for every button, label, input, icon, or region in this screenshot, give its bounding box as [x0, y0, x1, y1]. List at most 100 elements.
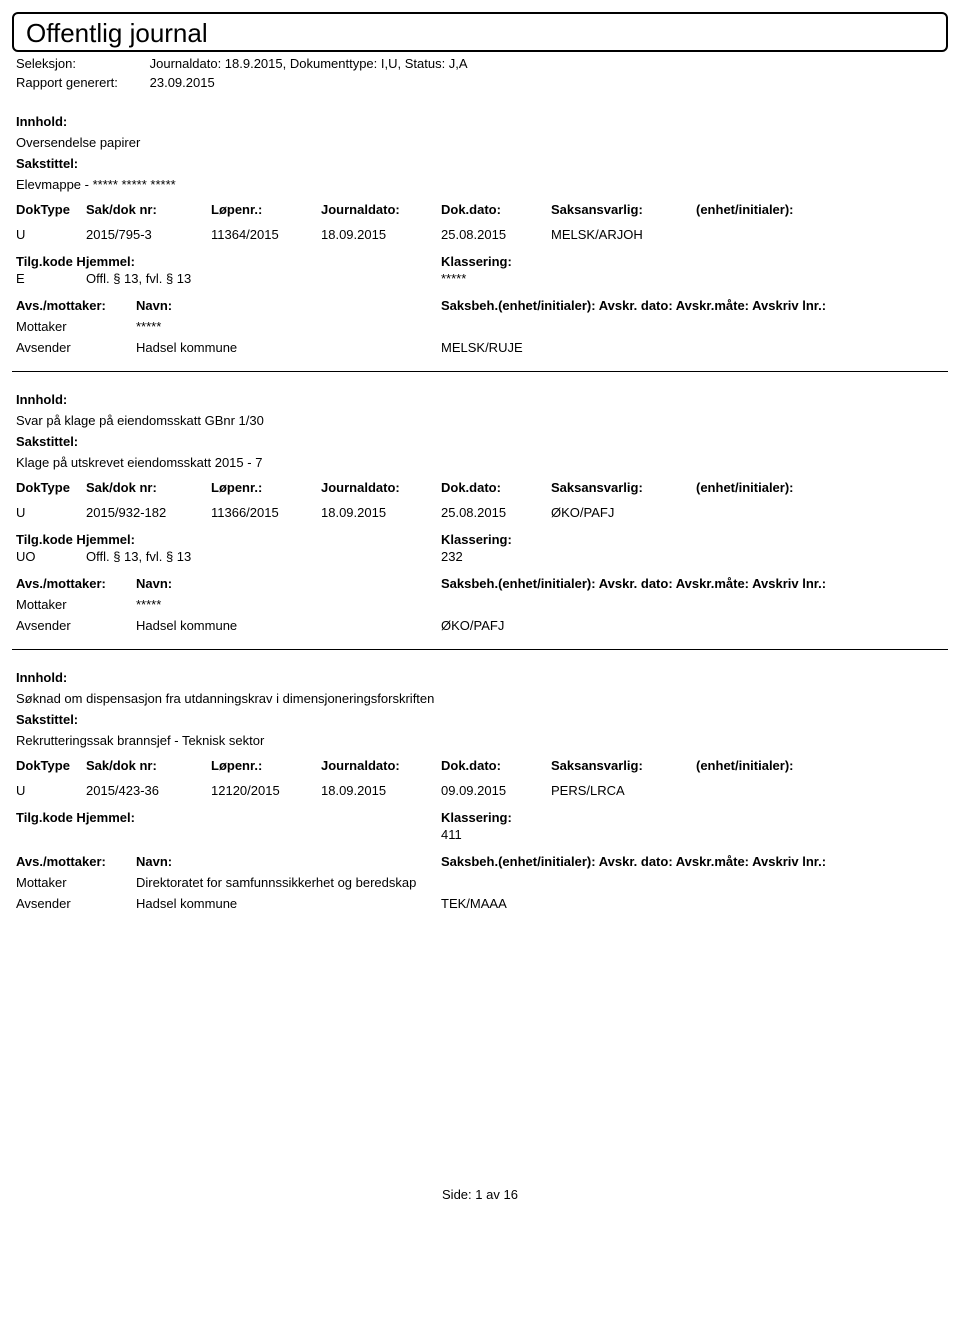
val-sakdok: 2015/795-3	[86, 227, 211, 242]
klassering-label: Klassering:	[441, 532, 512, 547]
avsender-code: MELSK/RUJE	[441, 340, 523, 355]
val-enhet	[696, 783, 826, 798]
col-dokdato: Dok.dato:	[441, 480, 551, 495]
col-saksansvarlig: Saksansvarlig:	[551, 480, 696, 495]
mottaker-row: Mottaker *****	[16, 319, 944, 334]
val-journaldato: 18.09.2015	[321, 227, 441, 242]
sakstittel-label: Sakstittel:	[16, 712, 944, 727]
saksbeh-label: Saksbeh.(enhet/initialer): Avskr. dato: …	[441, 298, 826, 313]
avsmottaker-label: Avs./mottaker:	[16, 576, 136, 591]
col-lopenr: Løpenr.:	[211, 202, 321, 217]
col-doktype: DokType	[16, 202, 86, 217]
columns-header: DokType Sak/dok nr: Løpenr.: Journaldato…	[16, 202, 944, 217]
avsmottaker-label: Avs./mottaker:	[16, 298, 136, 313]
val-dokdato: 25.08.2015	[441, 227, 551, 242]
innhold-label: Innhold:	[16, 392, 944, 407]
val-saksansvarlig: MELSK/ARJOH	[551, 227, 696, 242]
innhold-value: Oversendelse papirer	[16, 135, 944, 150]
columns-header: DokType Sak/dok nr: Løpenr.: Journaldato…	[16, 758, 944, 773]
col-enhet: (enhet/initialer):	[696, 202, 826, 217]
val-sakdok: 2015/423-36	[86, 783, 211, 798]
sakstittel-value: Rekrutteringssak brannsjef - Teknisk sek…	[16, 733, 944, 748]
page-footer: Side: 1 av 16	[12, 1187, 948, 1202]
avsmottaker-label: Avs./mottaker:	[16, 854, 136, 869]
rapport-value: 23.09.2015	[150, 75, 215, 90]
col-journaldato: Journaldato:	[321, 202, 441, 217]
avsender-label: Avsender	[16, 896, 136, 911]
col-enhet: (enhet/initialer):	[696, 480, 826, 495]
seleksjon-value: Journaldato: 18.9.2015, Dokumenttype: I,…	[150, 56, 468, 71]
val-lopenr: 11364/2015	[211, 227, 321, 242]
columns-header: DokType Sak/dok nr: Løpenr.: Journaldato…	[16, 480, 944, 495]
mottaker-label: Mottaker	[16, 319, 136, 334]
val-lopenr: 12120/2015	[211, 783, 321, 798]
journal-entry: Innhold: Søknad om dispensasjon fra utda…	[12, 650, 948, 927]
rapport-row: Rapport generert: 23.09.2015	[16, 75, 948, 90]
columns-values: U 2015/423-36 12120/2015 18.09.2015 09.0…	[16, 783, 944, 798]
sakstittel-value: Klage på utskrevet eiendomsskatt 2015 - …	[16, 455, 944, 470]
tilgkode-hjemmel-value	[16, 827, 441, 842]
avsender-label: Avsender	[16, 340, 136, 355]
avs-header-row: Avs./mottaker: Navn: Saksbeh.(enhet/init…	[16, 854, 944, 869]
title-box: Offentlig journal	[12, 12, 948, 52]
sakstittel-label: Sakstittel:	[16, 156, 944, 171]
col-lopenr: Løpenr.:	[211, 758, 321, 773]
col-dokdato: Dok.dato:	[441, 758, 551, 773]
avs-header-row: Avs./mottaker: Navn: Saksbeh.(enhet/init…	[16, 576, 944, 591]
klassering-label: Klassering:	[441, 254, 512, 269]
klass-value-row: EOffl. § 13, fvl. § 13 *****	[16, 271, 944, 286]
mottaker-navn: Direktoratet for samfunnssikkerhet og be…	[136, 875, 441, 890]
saksbeh-label: Saksbeh.(enhet/initialer): Avskr. dato: …	[441, 576, 826, 591]
klass-header-row: Tilg.kode Hjemmel: Klassering:	[16, 810, 944, 825]
col-lopenr: Løpenr.:	[211, 480, 321, 495]
klass-value-row: 411	[16, 827, 944, 842]
val-lopenr: 11366/2015	[211, 505, 321, 520]
avsender-navn: Hadsel kommune	[136, 340, 441, 355]
avs-header-row: Avs./mottaker: Navn: Saksbeh.(enhet/init…	[16, 298, 944, 313]
col-enhet: (enhet/initialer):	[696, 758, 826, 773]
val-doktype: U	[16, 227, 86, 242]
col-saksansvarlig: Saksansvarlig:	[551, 758, 696, 773]
side-label: Side:	[442, 1187, 472, 1202]
innhold-label: Innhold:	[16, 670, 944, 685]
total-pages: 16	[504, 1187, 518, 1202]
klassering-value: 411	[441, 827, 462, 842]
navn-label: Navn:	[136, 854, 441, 869]
val-sakdok: 2015/932-182	[86, 505, 211, 520]
col-sakdok: Sak/dok nr:	[86, 480, 211, 495]
avsender-navn: Hadsel kommune	[136, 896, 441, 911]
saksbeh-label: Saksbeh.(enhet/initialer): Avskr. dato: …	[441, 854, 826, 869]
val-dokdato: 09.09.2015	[441, 783, 551, 798]
innhold-label: Innhold:	[16, 114, 944, 129]
avsender-label: Avsender	[16, 618, 136, 633]
rapport-label: Rapport generert:	[16, 75, 146, 90]
val-saksansvarlig: PERS/LRCA	[551, 783, 696, 798]
journal-entry: Innhold: Svar på klage på eiendomsskatt …	[12, 372, 948, 650]
columns-values: U 2015/932-182 11366/2015 18.09.2015 25.…	[16, 505, 944, 520]
innhold-value: Søknad om dispensasjon fra utdanningskra…	[16, 691, 944, 706]
tilgkode-hjemmel-value: UOOffl. § 13, fvl. § 13	[16, 549, 441, 564]
avsender-navn: Hadsel kommune	[136, 618, 441, 633]
col-doktype: DokType	[16, 480, 86, 495]
klass-header-row: Tilg.kode Hjemmel: Klassering:	[16, 254, 944, 269]
val-doktype: U	[16, 783, 86, 798]
av-label: av	[486, 1187, 500, 1202]
page-number: 1	[475, 1187, 482, 1202]
navn-label: Navn:	[136, 576, 441, 591]
val-saksansvarlig: ØKO/PAFJ	[551, 505, 696, 520]
col-sakdok: Sak/dok nr:	[86, 758, 211, 773]
mottaker-navn: *****	[136, 319, 441, 334]
tilgkode-hjemmel-label: Tilg.kode Hjemmel:	[16, 532, 441, 547]
avsender-row: Avsender Hadsel kommune ØKO/PAFJ	[16, 618, 944, 633]
col-doktype: DokType	[16, 758, 86, 773]
mottaker-row: Mottaker Direktoratet for samfunnssikker…	[16, 875, 944, 890]
page-title: Offentlig journal	[26, 20, 934, 48]
col-dokdato: Dok.dato:	[441, 202, 551, 217]
avsender-row: Avsender Hadsel kommune TEK/MAAA	[16, 896, 944, 911]
mottaker-navn: *****	[136, 597, 441, 612]
avsender-row: Avsender Hadsel kommune MELSK/RUJE	[16, 340, 944, 355]
seleksjon-label: Seleksjon:	[16, 56, 146, 71]
klass-value-row: UOOffl. § 13, fvl. § 13 232	[16, 549, 944, 564]
innhold-value: Svar på klage på eiendomsskatt GBnr 1/30	[16, 413, 944, 428]
val-journaldato: 18.09.2015	[321, 505, 441, 520]
